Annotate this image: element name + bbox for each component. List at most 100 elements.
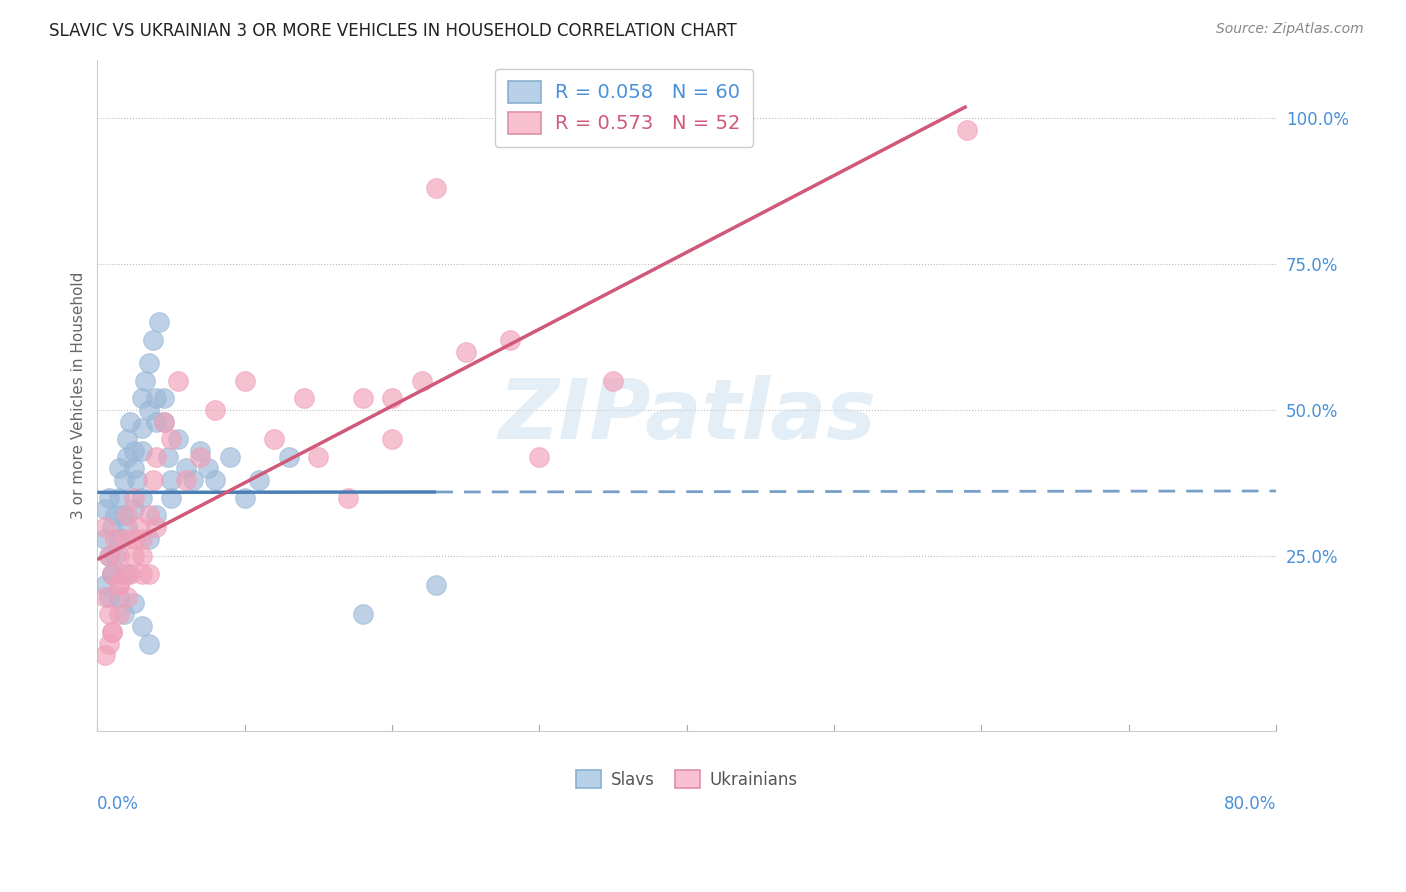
Point bbox=[93, 590, 115, 604]
Point bbox=[122, 502, 145, 516]
Point bbox=[411, 374, 433, 388]
Point bbox=[98, 491, 121, 505]
Point bbox=[233, 374, 256, 388]
Point bbox=[956, 122, 979, 136]
Point bbox=[148, 315, 170, 329]
Point bbox=[145, 415, 167, 429]
Point bbox=[249, 473, 271, 487]
Point bbox=[204, 473, 226, 487]
Point bbox=[112, 508, 135, 523]
Point bbox=[142, 333, 165, 347]
Point bbox=[115, 508, 138, 523]
Point bbox=[181, 473, 204, 487]
Point bbox=[131, 566, 153, 581]
Point bbox=[104, 549, 127, 563]
Y-axis label: 3 or more Vehicles in Household: 3 or more Vehicles in Household bbox=[72, 272, 86, 519]
Point bbox=[454, 344, 477, 359]
Point bbox=[157, 450, 180, 464]
Point bbox=[152, 415, 174, 429]
Point bbox=[122, 461, 145, 475]
Point bbox=[98, 607, 121, 622]
Point bbox=[104, 532, 127, 546]
Point bbox=[138, 356, 160, 370]
Point bbox=[131, 549, 153, 563]
Point bbox=[167, 432, 190, 446]
Point bbox=[108, 590, 131, 604]
Point bbox=[108, 532, 131, 546]
Point bbox=[160, 491, 183, 505]
Point bbox=[138, 403, 160, 417]
Legend: Slavs, Ukrainians: Slavs, Ukrainians bbox=[568, 762, 806, 797]
Point bbox=[131, 491, 153, 505]
Point bbox=[122, 444, 145, 458]
Point bbox=[160, 473, 183, 487]
Point bbox=[108, 549, 131, 563]
Point bbox=[204, 403, 226, 417]
Point bbox=[115, 590, 138, 604]
Point bbox=[108, 607, 131, 622]
Point bbox=[145, 450, 167, 464]
Point bbox=[93, 532, 115, 546]
Point bbox=[101, 566, 124, 581]
Point bbox=[108, 578, 131, 592]
Point bbox=[118, 566, 141, 581]
Point bbox=[131, 532, 153, 546]
Point bbox=[352, 392, 374, 406]
Point bbox=[138, 508, 160, 523]
Point bbox=[122, 549, 145, 563]
Point bbox=[167, 374, 190, 388]
Point bbox=[381, 392, 404, 406]
Point bbox=[233, 491, 256, 505]
Point bbox=[160, 432, 183, 446]
Point bbox=[425, 578, 447, 592]
Point bbox=[101, 520, 124, 534]
Point bbox=[138, 637, 160, 651]
Point bbox=[190, 450, 212, 464]
Point bbox=[122, 491, 145, 505]
Point bbox=[263, 432, 285, 446]
Point bbox=[112, 532, 135, 546]
Point bbox=[101, 566, 124, 581]
Point bbox=[425, 181, 447, 195]
Point bbox=[131, 392, 153, 406]
Point bbox=[145, 392, 167, 406]
Point bbox=[122, 532, 145, 546]
Point bbox=[127, 473, 149, 487]
Point bbox=[197, 461, 219, 475]
Point bbox=[115, 432, 138, 446]
Point bbox=[174, 461, 197, 475]
Point bbox=[307, 450, 329, 464]
Text: ZIPatlas: ZIPatlas bbox=[498, 376, 876, 456]
Point bbox=[138, 532, 160, 546]
Point bbox=[499, 333, 522, 347]
Point bbox=[145, 508, 167, 523]
Point bbox=[112, 566, 135, 581]
Point bbox=[93, 520, 115, 534]
Point bbox=[93, 648, 115, 663]
Point bbox=[138, 566, 160, 581]
Text: 0.0%: 0.0% bbox=[97, 795, 139, 814]
Point bbox=[152, 415, 174, 429]
Point bbox=[219, 450, 242, 464]
Point bbox=[277, 450, 299, 464]
Point bbox=[115, 520, 138, 534]
Point bbox=[118, 415, 141, 429]
Point bbox=[98, 590, 121, 604]
Point bbox=[352, 607, 374, 622]
Point bbox=[101, 625, 124, 640]
Point bbox=[93, 502, 115, 516]
Text: Source: ZipAtlas.com: Source: ZipAtlas.com bbox=[1216, 22, 1364, 37]
Point bbox=[292, 392, 315, 406]
Point bbox=[381, 432, 404, 446]
Point bbox=[152, 392, 174, 406]
Point bbox=[174, 473, 197, 487]
Text: 80.0%: 80.0% bbox=[1223, 795, 1277, 814]
Point bbox=[122, 596, 145, 610]
Point bbox=[115, 450, 138, 464]
Point bbox=[602, 374, 624, 388]
Point bbox=[104, 508, 127, 523]
Point bbox=[131, 619, 153, 633]
Point bbox=[145, 520, 167, 534]
Point bbox=[98, 637, 121, 651]
Point bbox=[98, 549, 121, 563]
